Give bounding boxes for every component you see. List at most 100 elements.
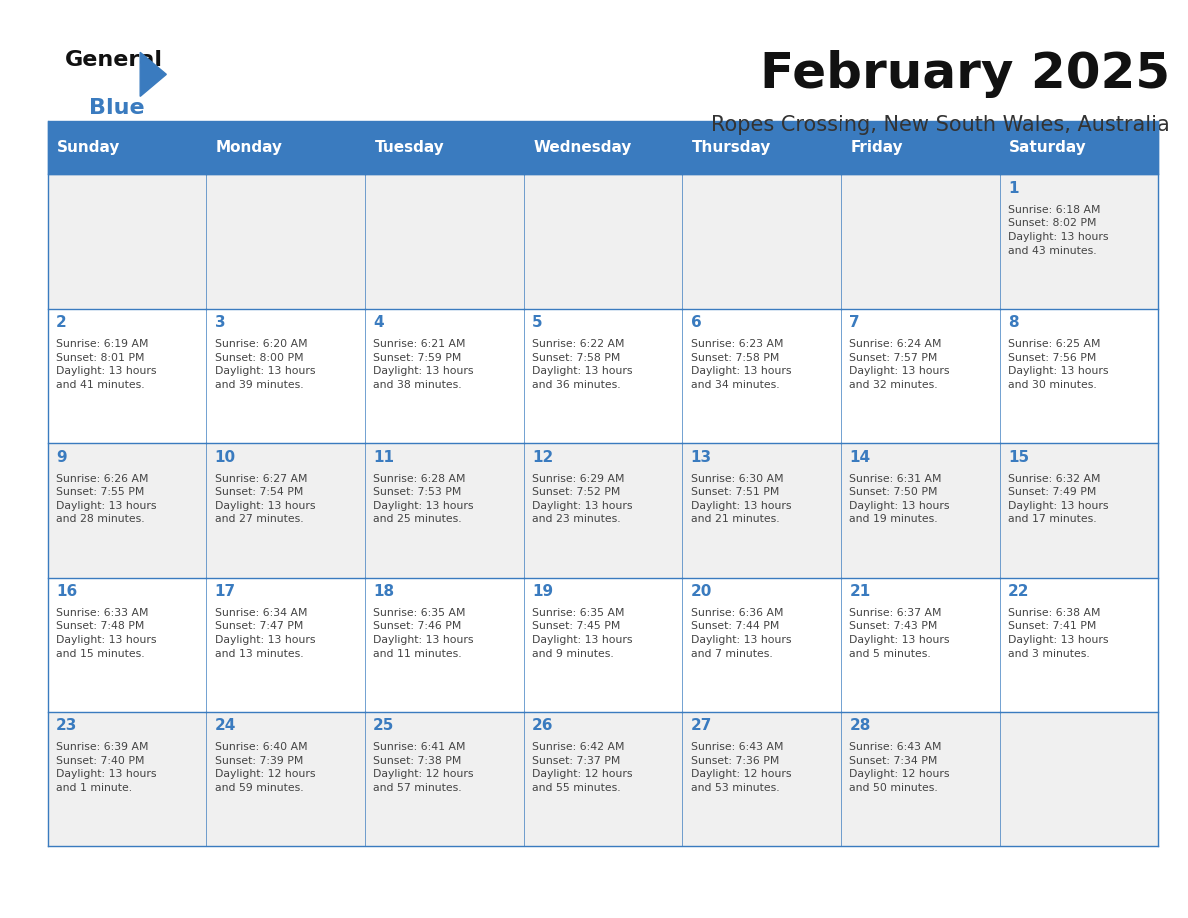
Bar <box>841 712 999 846</box>
Bar <box>999 174 1158 308</box>
Text: Sunrise: 6:32 AM
Sunset: 7:49 PM
Daylight: 13 hours
and 17 minutes.: Sunrise: 6:32 AM Sunset: 7:49 PM Dayligh… <box>1007 474 1108 524</box>
Bar <box>524 577 682 712</box>
Bar <box>524 174 682 308</box>
Text: Sunrise: 6:33 AM
Sunset: 7:48 PM
Daylight: 13 hours
and 15 minutes.: Sunrise: 6:33 AM Sunset: 7:48 PM Dayligh… <box>56 608 157 659</box>
Text: Sunday: Sunday <box>57 140 120 155</box>
Text: Sunrise: 6:29 AM
Sunset: 7:52 PM
Daylight: 13 hours
and 23 minutes.: Sunrise: 6:29 AM Sunset: 7:52 PM Dayligh… <box>532 474 632 524</box>
Text: Sunrise: 6:23 AM
Sunset: 7:58 PM
Daylight: 13 hours
and 34 minutes.: Sunrise: 6:23 AM Sunset: 7:58 PM Dayligh… <box>690 339 791 390</box>
Bar <box>207 577 365 712</box>
Text: Sunrise: 6:25 AM
Sunset: 7:56 PM
Daylight: 13 hours
and 30 minutes.: Sunrise: 6:25 AM Sunset: 7:56 PM Dayligh… <box>1007 339 1108 390</box>
Bar <box>841 174 999 308</box>
Text: Sunrise: 6:30 AM
Sunset: 7:51 PM
Daylight: 13 hours
and 21 minutes.: Sunrise: 6:30 AM Sunset: 7:51 PM Dayligh… <box>690 474 791 524</box>
Text: Sunrise: 6:36 AM
Sunset: 7:44 PM
Daylight: 13 hours
and 7 minutes.: Sunrise: 6:36 AM Sunset: 7:44 PM Dayligh… <box>690 608 791 659</box>
Text: Sunrise: 6:27 AM
Sunset: 7:54 PM
Daylight: 13 hours
and 27 minutes.: Sunrise: 6:27 AM Sunset: 7:54 PM Dayligh… <box>215 474 315 524</box>
Text: Blue: Blue <box>89 98 145 118</box>
Text: 17: 17 <box>215 584 235 599</box>
Text: Sunrise: 6:35 AM
Sunset: 7:45 PM
Daylight: 13 hours
and 9 minutes.: Sunrise: 6:35 AM Sunset: 7:45 PM Dayligh… <box>532 608 632 659</box>
Text: Sunrise: 6:43 AM
Sunset: 7:36 PM
Daylight: 12 hours
and 53 minutes.: Sunrise: 6:43 AM Sunset: 7:36 PM Dayligh… <box>690 743 791 793</box>
Text: 28: 28 <box>849 719 871 733</box>
Text: Sunrise: 6:24 AM
Sunset: 7:57 PM
Daylight: 13 hours
and 32 minutes.: Sunrise: 6:24 AM Sunset: 7:57 PM Dayligh… <box>849 339 949 390</box>
Text: 7: 7 <box>849 315 860 330</box>
Bar <box>999 308 1158 443</box>
Bar <box>48 308 207 443</box>
Text: Sunrise: 6:28 AM
Sunset: 7:53 PM
Daylight: 13 hours
and 25 minutes.: Sunrise: 6:28 AM Sunset: 7:53 PM Dayligh… <box>373 474 474 524</box>
Bar <box>48 443 207 577</box>
Text: Tuesday: Tuesday <box>374 140 444 155</box>
Text: 22: 22 <box>1007 584 1030 599</box>
Text: 25: 25 <box>373 719 394 733</box>
Bar <box>207 308 365 443</box>
Text: 19: 19 <box>532 584 552 599</box>
Text: Sunrise: 6:43 AM
Sunset: 7:34 PM
Daylight: 12 hours
and 50 minutes.: Sunrise: 6:43 AM Sunset: 7:34 PM Dayligh… <box>849 743 949 793</box>
Text: February 2025: February 2025 <box>760 50 1170 98</box>
Bar <box>682 443 841 577</box>
Text: 12: 12 <box>532 450 554 465</box>
Text: 26: 26 <box>532 719 554 733</box>
Text: 21: 21 <box>849 584 871 599</box>
Text: Sunrise: 6:39 AM
Sunset: 7:40 PM
Daylight: 13 hours
and 1 minute.: Sunrise: 6:39 AM Sunset: 7:40 PM Dayligh… <box>56 743 157 793</box>
Text: 3: 3 <box>215 315 226 330</box>
Text: Sunrise: 6:40 AM
Sunset: 7:39 PM
Daylight: 12 hours
and 59 minutes.: Sunrise: 6:40 AM Sunset: 7:39 PM Dayligh… <box>215 743 315 793</box>
Text: 15: 15 <box>1007 450 1029 465</box>
Text: Saturday: Saturday <box>1009 140 1087 155</box>
Text: 9: 9 <box>56 450 67 465</box>
Text: Sunrise: 6:42 AM
Sunset: 7:37 PM
Daylight: 12 hours
and 55 minutes.: Sunrise: 6:42 AM Sunset: 7:37 PM Dayligh… <box>532 743 632 793</box>
Text: Sunrise: 6:41 AM
Sunset: 7:38 PM
Daylight: 12 hours
and 57 minutes.: Sunrise: 6:41 AM Sunset: 7:38 PM Dayligh… <box>373 743 474 793</box>
Text: Sunrise: 6:22 AM
Sunset: 7:58 PM
Daylight: 13 hours
and 36 minutes.: Sunrise: 6:22 AM Sunset: 7:58 PM Dayligh… <box>532 339 632 390</box>
Bar <box>682 174 841 308</box>
Bar <box>524 443 682 577</box>
Bar <box>682 308 841 443</box>
Bar <box>207 174 365 308</box>
Text: 14: 14 <box>849 450 871 465</box>
Text: 13: 13 <box>690 450 712 465</box>
Bar <box>365 308 524 443</box>
Text: 11: 11 <box>373 450 394 465</box>
Text: 16: 16 <box>56 584 77 599</box>
Text: 20: 20 <box>690 584 712 599</box>
Bar <box>365 712 524 846</box>
Bar <box>841 308 999 443</box>
Text: 4: 4 <box>373 315 384 330</box>
Bar <box>841 577 999 712</box>
Text: Ropes Crossing, New South Wales, Australia: Ropes Crossing, New South Wales, Austral… <box>712 115 1170 135</box>
Text: 1: 1 <box>1007 181 1018 196</box>
Text: Thursday: Thursday <box>691 140 771 155</box>
Text: 5: 5 <box>532 315 543 330</box>
Text: Sunrise: 6:34 AM
Sunset: 7:47 PM
Daylight: 13 hours
and 13 minutes.: Sunrise: 6:34 AM Sunset: 7:47 PM Dayligh… <box>215 608 315 659</box>
Bar <box>207 712 365 846</box>
Text: Sunrise: 6:21 AM
Sunset: 7:59 PM
Daylight: 13 hours
and 38 minutes.: Sunrise: 6:21 AM Sunset: 7:59 PM Dayligh… <box>373 339 474 390</box>
Text: Sunrise: 6:38 AM
Sunset: 7:41 PM
Daylight: 13 hours
and 3 minutes.: Sunrise: 6:38 AM Sunset: 7:41 PM Dayligh… <box>1007 608 1108 659</box>
Polygon shape <box>140 52 166 96</box>
Text: Sunrise: 6:19 AM
Sunset: 8:01 PM
Daylight: 13 hours
and 41 minutes.: Sunrise: 6:19 AM Sunset: 8:01 PM Dayligh… <box>56 339 157 390</box>
Text: 27: 27 <box>690 719 712 733</box>
Text: Sunrise: 6:20 AM
Sunset: 8:00 PM
Daylight: 13 hours
and 39 minutes.: Sunrise: 6:20 AM Sunset: 8:00 PM Dayligh… <box>215 339 315 390</box>
Bar <box>48 712 207 846</box>
Bar <box>999 712 1158 846</box>
Bar <box>207 443 365 577</box>
Text: Sunrise: 6:26 AM
Sunset: 7:55 PM
Daylight: 13 hours
and 28 minutes.: Sunrise: 6:26 AM Sunset: 7:55 PM Dayligh… <box>56 474 157 524</box>
Text: Sunrise: 6:37 AM
Sunset: 7:43 PM
Daylight: 13 hours
and 5 minutes.: Sunrise: 6:37 AM Sunset: 7:43 PM Dayligh… <box>849 608 949 659</box>
Bar <box>365 174 524 308</box>
Text: Wednesday: Wednesday <box>533 140 632 155</box>
Text: 6: 6 <box>690 315 701 330</box>
Text: Sunrise: 6:35 AM
Sunset: 7:46 PM
Daylight: 13 hours
and 11 minutes.: Sunrise: 6:35 AM Sunset: 7:46 PM Dayligh… <box>373 608 474 659</box>
Text: General: General <box>65 50 163 71</box>
Bar <box>999 443 1158 577</box>
Bar <box>48 577 207 712</box>
Text: 18: 18 <box>373 584 394 599</box>
Bar <box>682 577 841 712</box>
Bar <box>999 577 1158 712</box>
Text: 8: 8 <box>1007 315 1018 330</box>
Text: Sunrise: 6:18 AM
Sunset: 8:02 PM
Daylight: 13 hours
and 43 minutes.: Sunrise: 6:18 AM Sunset: 8:02 PM Dayligh… <box>1007 205 1108 255</box>
Bar <box>524 308 682 443</box>
Bar <box>841 443 999 577</box>
Bar <box>48 121 1158 174</box>
Text: 2: 2 <box>56 315 67 330</box>
Text: 10: 10 <box>215 450 235 465</box>
Bar <box>365 443 524 577</box>
Bar <box>48 174 207 308</box>
Text: Monday: Monday <box>216 140 283 155</box>
Text: 24: 24 <box>215 719 236 733</box>
Bar <box>365 577 524 712</box>
Bar <box>524 712 682 846</box>
